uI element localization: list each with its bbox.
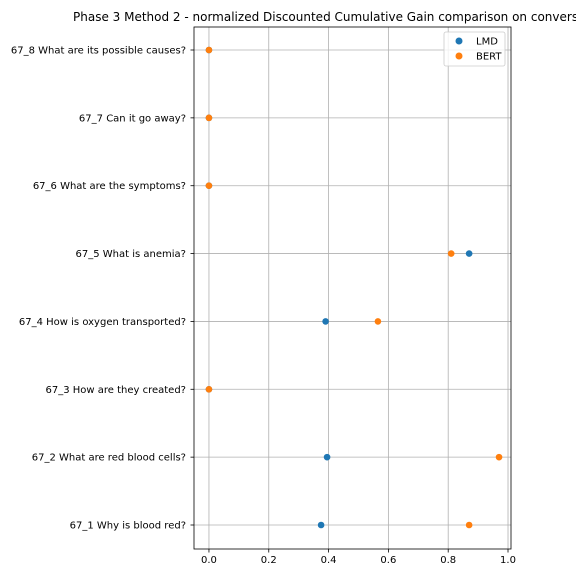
point-bert	[205, 46, 213, 54]
point-bert	[447, 250, 455, 257]
legend-label-lmd: LMD	[476, 37, 498, 48]
x-tick-label: 0.0	[201, 555, 217, 566]
legend: LMD BERT	[443, 31, 506, 67]
y-tick-label: 67_6 What are the symptoms?	[33, 181, 186, 192]
x-tick-label: 0.6	[380, 555, 396, 566]
data-points	[205, 46, 503, 529]
point-bert	[495, 453, 503, 461]
x-tick-label: 1.0	[500, 555, 516, 566]
y-tick-label: 67_8 What are its possible causes?	[11, 46, 186, 57]
y-tick-label: 67_1 Why is blood red?	[70, 521, 186, 532]
legend-marker-lmd	[455, 37, 463, 45]
x-tick-label: 0.2	[261, 555, 277, 566]
ticks: 0.0 0.2 0.4 0.6 0.8 1.0 67_1 Why is blood red?…	[11, 46, 516, 567]
point-bert	[205, 114, 213, 122]
plot-frame	[193, 26, 512, 550]
y-tick-label: 67_2 What are red blood cells?	[32, 453, 186, 464]
point-bert	[205, 182, 213, 190]
y-tick-label: 67_4 How is oxygen transported?	[19, 317, 186, 328]
x-tick-label: 0.8	[440, 555, 456, 566]
point-bert	[465, 521, 473, 529]
legend-label-bert: BERT	[476, 52, 502, 63]
y-tick-label: 67_5 What is anemia?	[76, 249, 186, 260]
point-lmd	[317, 521, 325, 529]
chart-title: Phase 3 Method 2 - normalized Discounted…	[73, 10, 576, 24]
point-lmd	[465, 250, 473, 257]
point-bert	[205, 385, 213, 393]
y-tick-label: 67_7 Can it go away?	[79, 113, 186, 124]
point-lmd	[322, 318, 329, 325]
grid	[194, 27, 511, 549]
legend-marker-bert	[455, 52, 463, 60]
point-lmd	[323, 453, 331, 461]
y-tick-label: 67_3 How are they created?	[45, 385, 186, 396]
point-bert	[374, 318, 382, 325]
x-tick-label: 0.4	[321, 555, 337, 566]
